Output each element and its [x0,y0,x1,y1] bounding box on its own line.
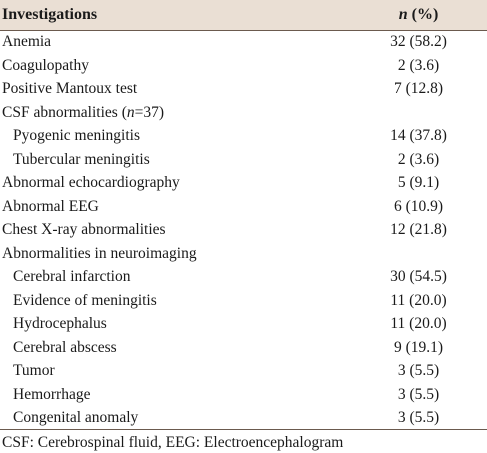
table-header: Investigations n (%) [0,0,487,31]
row-label: Anemia [2,33,52,51]
row-value: 6 (10.9) [393,197,444,215]
row-value: 2 (3.6) [397,150,440,168]
table-row: Coagulopathy 2 (3.6) [0,54,487,78]
row-value: 3 (5.5) [350,406,487,430]
row-value: 30 (54.5) [390,268,447,285]
row-label: Positive Mantoux test [2,80,138,97]
table-row: Positive Mantoux test 7 (12.8) [0,77,487,101]
table-row: Abnormalities in neuroimaging [0,242,487,266]
row-value: 14 (37.8) [390,127,447,144]
row-value: 11 (20.0) [390,291,447,309]
table-row: Tubercular meningitis 2 (3.6) [0,148,487,172]
header-pct-label: (%) [407,5,439,23]
row-label: Hemorrhage [13,385,91,403]
row-value: 5 (9.1) [397,174,440,191]
row-value: 9 (19.1) [393,338,444,356]
row-label: Chest X-ray abnormalities [2,221,166,238]
table-row: CSF abnormalities (n=37) [0,101,487,125]
table-row: Hemorrhage 3 (5.5) [0,383,487,407]
row-label: Tubercular meningitis [13,150,150,168]
table-row: Hydrocephalus 11 (20.0) [0,312,487,336]
row-label: Tumor [13,362,55,379]
table-footnote: CSF: Cerebrospinal fluid, EEG: Electroen… [2,434,344,451]
row-value: 12 (21.8) [390,221,447,238]
table-row: Abnormal EEG 6 (10.9) [0,195,487,219]
header-investigations: Investigations [0,0,350,31]
row-label: Cerebral abscess [13,338,117,356]
row-label: CSF abnormalities (n=37) [2,103,165,121]
header-n-label: n [398,5,408,23]
row-value: 7 (12.8) [393,80,444,97]
row-label: Congenital anomaly [0,406,350,430]
investigations-table: Investigations n (%) Anemia 32 (58.2) Coag… [0,0,487,430]
row-label: Evidence of meningitis [13,291,157,309]
row-label: Abnormalities in neuroimaging [2,244,197,262]
table-row: Cerebral abscess 9 (19.1) [0,336,487,360]
row-label: Pyogenic meningitis [13,127,141,144]
table-row: Pyogenic meningitis 14 (37.8) [0,124,487,148]
table-row: Evidence of meningitis 11 (20.0) [0,289,487,313]
table-row: Cerebral infarction 30 (54.5) [0,265,487,289]
row-value: 11 (20.0) [390,315,447,332]
row-value: 2 (3.6) [397,56,440,74]
table-row: Congenital anomaly 3 (5.5) [0,406,487,430]
row-label: Hydrocephalus [13,315,107,332]
table-row: Tumor 3 (5.5) [0,359,487,383]
row-value: 32 (58.2) [390,33,447,51]
header-n-percent: n (%) [350,0,487,31]
row-value: 3 (5.5) [397,385,440,403]
row-label: Abnormal echocardiography [2,174,180,191]
header-row: Investigations n (%) [0,0,487,31]
row-label: Coagulopathy [2,56,89,74]
table-row: Anemia 32 (58.2) [0,30,487,54]
row-value [350,101,487,125]
table-body: Anemia 32 (58.2) Coagulopathy 2 (3.6) Positi… [0,30,487,430]
row-label: Cerebral infarction [13,268,131,285]
table-row: Abnormal echocardiography 5 (9.1) [0,171,487,195]
row-value [350,242,487,266]
row-value: 3 (5.5) [397,362,440,379]
row-label: Abnormal EEG [2,197,99,215]
table-row: Chest X-ray abnormalities 12 (21.8) [0,218,487,242]
